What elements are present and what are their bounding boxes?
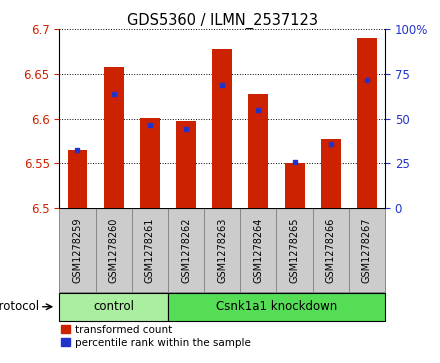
- Text: GSM1278262: GSM1278262: [181, 217, 191, 283]
- Text: GSM1278263: GSM1278263: [217, 217, 227, 283]
- Bar: [321, 139, 341, 208]
- Legend: transformed count, percentile rank within the sample: transformed count, percentile rank withi…: [61, 325, 251, 348]
- FancyBboxPatch shape: [276, 208, 313, 292]
- Bar: [285, 163, 304, 208]
- Text: control: control: [93, 300, 134, 313]
- FancyBboxPatch shape: [240, 208, 276, 292]
- Text: GSM1278266: GSM1278266: [326, 217, 336, 283]
- Text: GSM1278261: GSM1278261: [145, 217, 155, 283]
- FancyBboxPatch shape: [59, 293, 168, 321]
- Bar: [249, 94, 268, 208]
- FancyBboxPatch shape: [168, 208, 204, 292]
- Bar: [104, 67, 124, 208]
- Bar: [140, 118, 160, 208]
- FancyBboxPatch shape: [168, 293, 385, 321]
- Text: GSM1278259: GSM1278259: [73, 217, 82, 283]
- Text: GSM1278260: GSM1278260: [109, 217, 119, 283]
- FancyBboxPatch shape: [132, 208, 168, 292]
- Text: GSM1278265: GSM1278265: [290, 217, 300, 283]
- Title: GDS5360 / ILMN_2537123: GDS5360 / ILMN_2537123: [127, 13, 318, 29]
- FancyBboxPatch shape: [313, 208, 349, 292]
- Bar: [357, 38, 377, 208]
- Bar: [212, 49, 232, 208]
- Bar: [68, 150, 88, 208]
- FancyBboxPatch shape: [204, 208, 240, 292]
- FancyBboxPatch shape: [349, 208, 385, 292]
- Text: GSM1278264: GSM1278264: [253, 217, 264, 283]
- Text: GSM1278267: GSM1278267: [362, 217, 372, 283]
- Text: protocol: protocol: [0, 300, 40, 313]
- Text: Csnk1a1 knockdown: Csnk1a1 knockdown: [216, 300, 337, 313]
- FancyBboxPatch shape: [59, 208, 95, 292]
- Bar: [176, 121, 196, 208]
- FancyBboxPatch shape: [95, 208, 132, 292]
